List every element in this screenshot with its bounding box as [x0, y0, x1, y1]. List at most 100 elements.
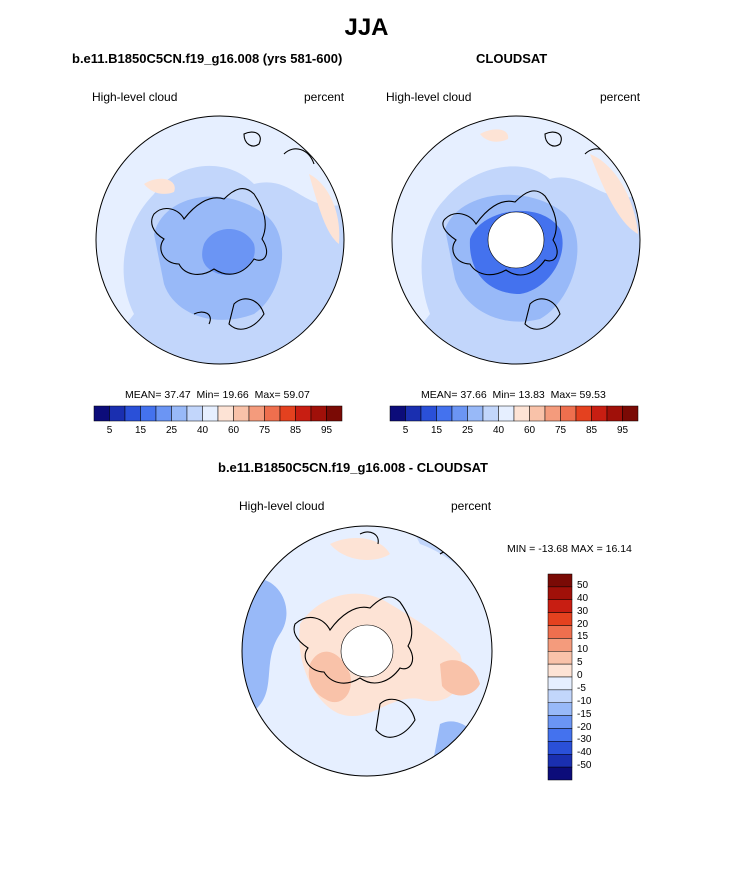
colorbar-swatch	[124, 405, 141, 422]
colorbar-swatch	[326, 405, 343, 422]
colorbar-tick-label: 20	[577, 618, 589, 630]
colorbar-swatch	[547, 766, 573, 781]
polar-hole-edge	[340, 624, 394, 678]
map-field-pale	[590, 154, 638, 234]
colorbar-tick-label: 10	[577, 644, 589, 656]
colorbar-swatch	[467, 405, 484, 422]
colorbar-tick-label: 40	[196, 425, 209, 436]
colorbar-tick-label: 85	[289, 425, 302, 436]
colorbar-swatch	[547, 715, 573, 729]
colorbar-tick-label: 60	[523, 425, 536, 436]
panel-1-mean-label: MEAN=	[125, 389, 162, 401]
colorbar-swatch	[248, 405, 265, 422]
colorbar-swatch	[606, 405, 623, 422]
polar-hole	[488, 212, 544, 268]
panel-2-max-label: Max=	[550, 389, 577, 401]
colorbar-swatch	[547, 599, 573, 613]
panel-1-colorbar	[93, 405, 343, 422]
colorbar-swatch	[547, 689, 573, 703]
main-title: JJA	[344, 14, 389, 41]
colorbar-swatch	[436, 405, 453, 422]
colorbar-swatch	[547, 586, 573, 600]
colorbar-swatch	[560, 405, 577, 422]
panel-3-stats: MIN = -13.68 MAX = 16.14	[507, 543, 632, 555]
colorbar-tick-label: 75	[554, 425, 567, 436]
colorbar-tick-label: 15	[577, 631, 589, 643]
colorbar-swatch	[547, 754, 573, 768]
colorbar-tick-label: 30	[577, 605, 589, 617]
colorbar-tick-label: -50	[577, 760, 592, 772]
colorbar-swatch	[622, 405, 639, 422]
panel-2-title: CLOUDSAT	[476, 51, 548, 66]
polar-hole-edge	[487, 211, 545, 269]
panel-3-map	[241, 525, 493, 777]
panel-1-title: b.e11.B1850C5CN.f19_g16.008 (yrs 581-600…	[72, 51, 343, 66]
panel-1-mean: 37.47	[164, 389, 191, 401]
colorbar-swatch	[420, 405, 437, 422]
colorbar-swatch	[529, 405, 546, 422]
colorbar-swatch	[547, 638, 573, 652]
colorbar-tick-label: 95	[616, 425, 629, 436]
colorbar-tick-label: 15	[430, 425, 443, 436]
colorbar-swatch	[405, 405, 422, 422]
colorbar-swatch	[591, 405, 608, 422]
colorbar-tick-label: 5	[106, 425, 113, 436]
colorbar-swatch	[451, 405, 468, 422]
colorbar-swatch	[547, 663, 573, 678]
colorbar-swatch	[217, 405, 234, 422]
colorbar-swatch	[264, 405, 281, 422]
colorbar-tick-label: -10	[577, 695, 592, 707]
colorbar-tick-label: -40	[577, 747, 592, 759]
colorbar-tick-label: -5	[577, 682, 586, 694]
colorbar-swatch	[575, 405, 592, 422]
colorbar-tick-label: 40	[577, 592, 589, 604]
map-coastlines	[151, 131, 315, 330]
colorbar-tick-label: -15	[577, 708, 592, 720]
colorbar-tick-label: 75	[258, 425, 271, 436]
map-field-blue	[242, 578, 287, 776]
colorbar-tick-label: 15	[134, 425, 147, 436]
map-boundary	[391, 115, 641, 365]
colorbar-tick-label: 25	[461, 425, 474, 436]
colorbar-swatch	[279, 405, 296, 422]
colorbar-swatch	[171, 405, 188, 422]
panel-2-min: 13.83	[518, 389, 545, 401]
panel-2-colorbar	[389, 405, 639, 422]
colorbar-swatch	[233, 405, 250, 422]
colorbar-swatch	[109, 405, 126, 422]
panel-1-max: 59.07	[283, 389, 310, 401]
map-field-pale	[309, 174, 340, 244]
map-field-pale-2	[144, 178, 175, 194]
colorbar-swatch	[498, 405, 515, 422]
polar-hole	[341, 625, 393, 677]
panel-2-right-label: percent	[600, 90, 641, 104]
colorbar-swatch	[547, 728, 573, 742]
colorbar-swatch	[547, 702, 573, 716]
map-field-light	[96, 116, 344, 364]
map-field-orange	[308, 651, 351, 703]
panel-1-min: 19.66	[222, 389, 249, 401]
panel-1-min-label: Min=	[196, 389, 220, 401]
panel-2-min-label: Min=	[492, 389, 516, 401]
colorbar-swatch	[547, 651, 573, 665]
panel-3-colorbar	[547, 573, 573, 781]
panel-1-stats: MEAN= 37.47 Min= 19.66 Max= 59.07	[125, 389, 310, 401]
panel-2-max: 59.53	[579, 389, 606, 401]
colorbar-swatch	[186, 405, 203, 422]
colorbar-tick-label: 5	[402, 425, 409, 436]
colorbar-swatch	[547, 676, 573, 691]
colorbar-tick-label: 60	[227, 425, 240, 436]
map-field-deep	[202, 229, 255, 275]
colorbar-swatch	[544, 405, 561, 422]
panel-2-map	[391, 115, 641, 365]
colorbar-swatch	[140, 405, 157, 422]
colorbar-tick-label: 85	[585, 425, 598, 436]
colorbar-tick-label: 40	[492, 425, 505, 436]
colorbar-tick-label: 0	[577, 670, 583, 681]
map-field-light	[392, 116, 640, 364]
map-boundary	[241, 525, 493, 777]
colorbar-swatch	[547, 573, 573, 588]
colorbar-swatch	[547, 741, 573, 755]
colorbar-swatch	[295, 405, 312, 422]
colorbar-swatch	[310, 405, 327, 422]
